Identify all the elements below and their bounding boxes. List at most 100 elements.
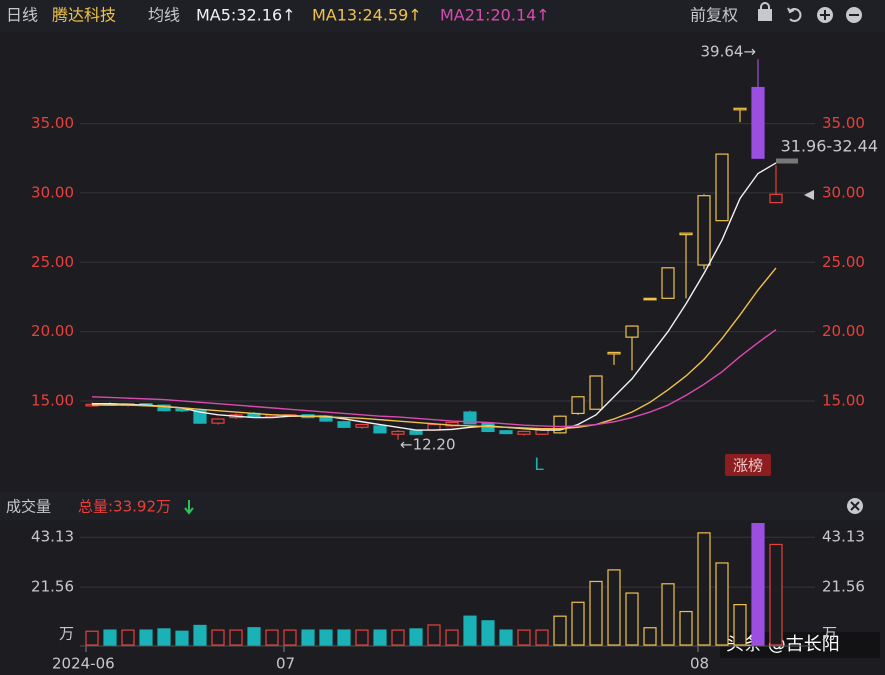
annotation-price: 31.96-32.44 — [781, 137, 878, 156]
y-tick-label: 30.00 — [31, 183, 74, 201]
x-tick-label: 08 — [690, 655, 709, 673]
volume-bar — [517, 629, 531, 646]
legend-entry: MA5:32.16↑ — [196, 6, 296, 25]
ma-line — [92, 267, 777, 430]
y-tick-label: 35.00 — [31, 114, 74, 132]
volume-bar — [211, 629, 225, 646]
down-arrow — [184, 500, 194, 515]
volume-bar — [337, 629, 351, 646]
candle-body — [607, 351, 621, 355]
candle-body — [697, 195, 711, 266]
tag-box — [725, 454, 771, 476]
candle-body — [337, 421, 351, 428]
candle-body — [409, 430, 423, 435]
lock-shackle — [760, 2, 770, 10]
y-tick-label: 43.13 — [31, 528, 74, 546]
price-marker — [804, 190, 814, 200]
y-tick-label-right: 20.00 — [822, 322, 865, 340]
volume-bar — [139, 629, 153, 646]
candle-body — [571, 396, 585, 415]
annotation-high: 39.64→ — [700, 43, 756, 61]
volume-bar — [229, 629, 243, 646]
candle-body — [643, 297, 657, 301]
volume-bar — [697, 532, 711, 646]
volume-bar — [409, 628, 423, 646]
volume-bar — [571, 601, 585, 646]
plus — [820, 10, 830, 20]
volume-bar — [121, 629, 135, 646]
candle-body — [463, 411, 477, 425]
candle-body — [193, 410, 207, 424]
volume-bar — [463, 615, 477, 646]
close-x — [850, 501, 860, 511]
y-tick-label: 20.00 — [31, 322, 74, 340]
candle-body — [517, 430, 531, 435]
header-bar — [0, 0, 885, 32]
ma-line — [91, 329, 777, 428]
annotation-low: ←12.20 — [400, 436, 456, 454]
volume-bar — [553, 615, 567, 646]
candle-body — [157, 404, 171, 412]
watermark-bg — [720, 632, 880, 658]
volume-bar — [733, 604, 747, 646]
legend-entry: MA21:20.14↑ — [440, 6, 550, 25]
volume-bar — [175, 630, 189, 646]
candle-body — [373, 425, 387, 434]
toolbar-icons[interactable] — [758, 2, 862, 23]
x-tick-label: 07 — [276, 655, 295, 673]
y-tick-label-right: 15.00 — [822, 391, 865, 409]
volume-bar — [373, 629, 387, 646]
candle-body — [211, 418, 225, 424]
volume-bar — [751, 523, 765, 646]
candle-body — [355, 423, 369, 428]
candle-body — [751, 86, 765, 159]
y-tick-label-right: 21.56 — [822, 578, 865, 596]
annotation-signal: L — [534, 455, 544, 475]
candle-body — [499, 430, 513, 435]
volume-bar — [319, 629, 333, 646]
y-tick-label-right: 25.00 — [822, 253, 865, 271]
candle-body — [715, 153, 729, 222]
volume-title: 成交量 — [6, 498, 51, 516]
y-tick-label: 15.00 — [31, 391, 74, 409]
volume-bar — [445, 629, 459, 646]
volume-bar — [85, 630, 99, 646]
volume-bar — [643, 627, 657, 646]
volume-total: 总量:33.92万 — [78, 498, 171, 516]
stock-name[interactable]: 腾达科技 — [52, 6, 116, 25]
x-tick-label: 2024-06 — [52, 655, 115, 673]
volume-bar — [625, 592, 639, 646]
volume-bar — [769, 543, 783, 646]
volume-bar — [427, 624, 441, 646]
period[interactable]: 日线 — [6, 6, 38, 25]
candle-body — [175, 408, 189, 412]
volume-unit-right: 万 — [822, 625, 837, 643]
y-tick-label-right: 43.13 — [822, 528, 865, 546]
candle-body — [769, 193, 783, 204]
volume-unit: 万 — [59, 625, 74, 643]
volume-header-bar — [0, 492, 885, 520]
undo-icon[interactable] — [787, 7, 802, 22]
volume-bar — [157, 628, 171, 646]
adjust[interactable]: 前复权 — [690, 6, 738, 25]
y-tick-label: 21.56 — [31, 578, 74, 596]
y-tick-label: 25.00 — [31, 253, 74, 271]
candle-body — [679, 232, 693, 236]
volume-bar — [355, 629, 369, 646]
legend-entry: MA13:24.59↑ — [312, 6, 422, 25]
ma-title[interactable]: 均线 — [148, 6, 180, 25]
candle-body — [391, 430, 405, 435]
y-tick-label-right: 35.00 — [822, 114, 865, 132]
volume-bar — [589, 580, 603, 646]
volume-bar — [715, 562, 729, 646]
volume-bar — [265, 629, 279, 646]
lock-icon[interactable] — [758, 9, 772, 21]
candle-body — [661, 267, 675, 299]
volume-bar — [193, 624, 207, 646]
volume-bar — [607, 569, 621, 646]
volume-bar — [679, 610, 693, 646]
volume-bar — [301, 629, 315, 646]
